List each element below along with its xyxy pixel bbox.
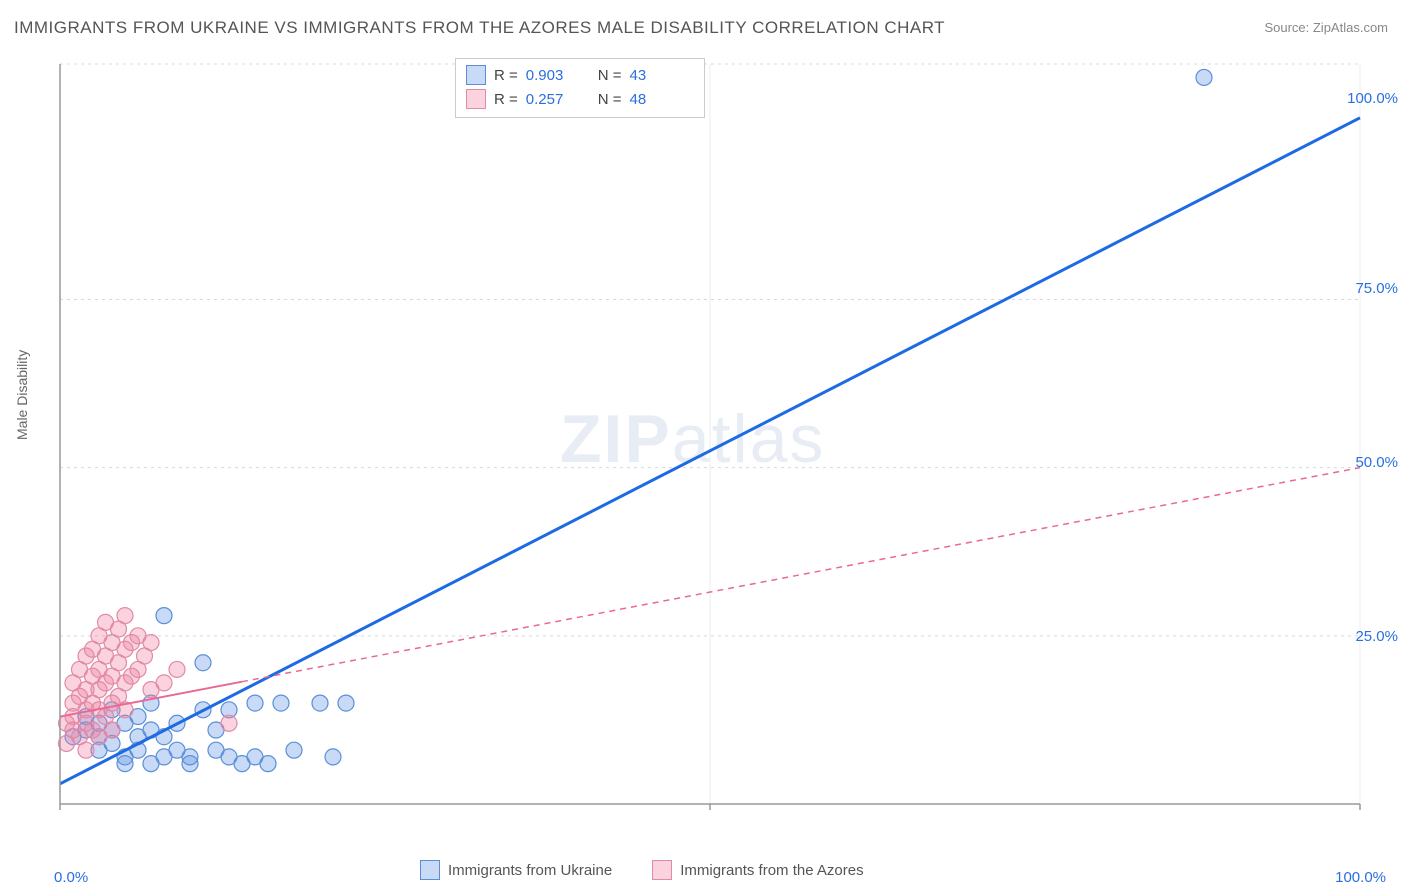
legend-swatch-azores: [652, 860, 672, 880]
legend-label-ukraine: Immigrants from Ukraine: [448, 862, 612, 879]
y-axis-label: Male Disability: [14, 350, 30, 440]
stats-row-ukraine: R = 0.903 N = 43: [466, 63, 694, 87]
swatch-ukraine: [466, 65, 486, 85]
stat-n-label: N =: [598, 91, 622, 108]
legend-item-azores: Immigrants from the Azores: [652, 860, 863, 880]
stat-r-azores: 0.257: [526, 91, 576, 108]
stat-n-azores: 48: [630, 91, 680, 108]
legend-item-ukraine: Immigrants from Ukraine: [420, 860, 612, 880]
stat-n-label: N =: [598, 67, 622, 84]
y-tick-25: 25.0%: [1355, 628, 1398, 645]
chart-plot-area: [50, 54, 1390, 844]
y-tick-75: 75.0%: [1355, 280, 1398, 297]
y-tick-100: 100.0%: [1347, 90, 1398, 107]
swatch-azores: [466, 89, 486, 109]
stat-r-label: R =: [494, 91, 518, 108]
stat-r-ukraine: 0.903: [526, 67, 576, 84]
chart-title: IMMIGRANTS FROM UKRAINE VS IMMIGRANTS FR…: [14, 18, 945, 38]
x-tick-100: 100.0%: [1335, 869, 1386, 886]
legend-label-azores: Immigrants from the Azores: [680, 862, 863, 879]
chart-source: Source: ZipAtlas.com: [1264, 20, 1388, 35]
stats-row-azores: R = 0.257 N = 48: [466, 87, 694, 111]
stat-r-label: R =: [494, 67, 518, 84]
correlation-stats-box: R = 0.903 N = 43 R = 0.257 N = 48: [455, 58, 705, 118]
x-tick-0: 0.0%: [54, 869, 88, 886]
legend-swatch-ukraine: [420, 860, 440, 880]
bottom-legend: Immigrants from Ukraine Immigrants from …: [420, 860, 864, 880]
y-tick-50: 50.0%: [1355, 454, 1398, 471]
stat-n-ukraine: 43: [630, 67, 680, 84]
chart-svg: [50, 54, 1390, 844]
